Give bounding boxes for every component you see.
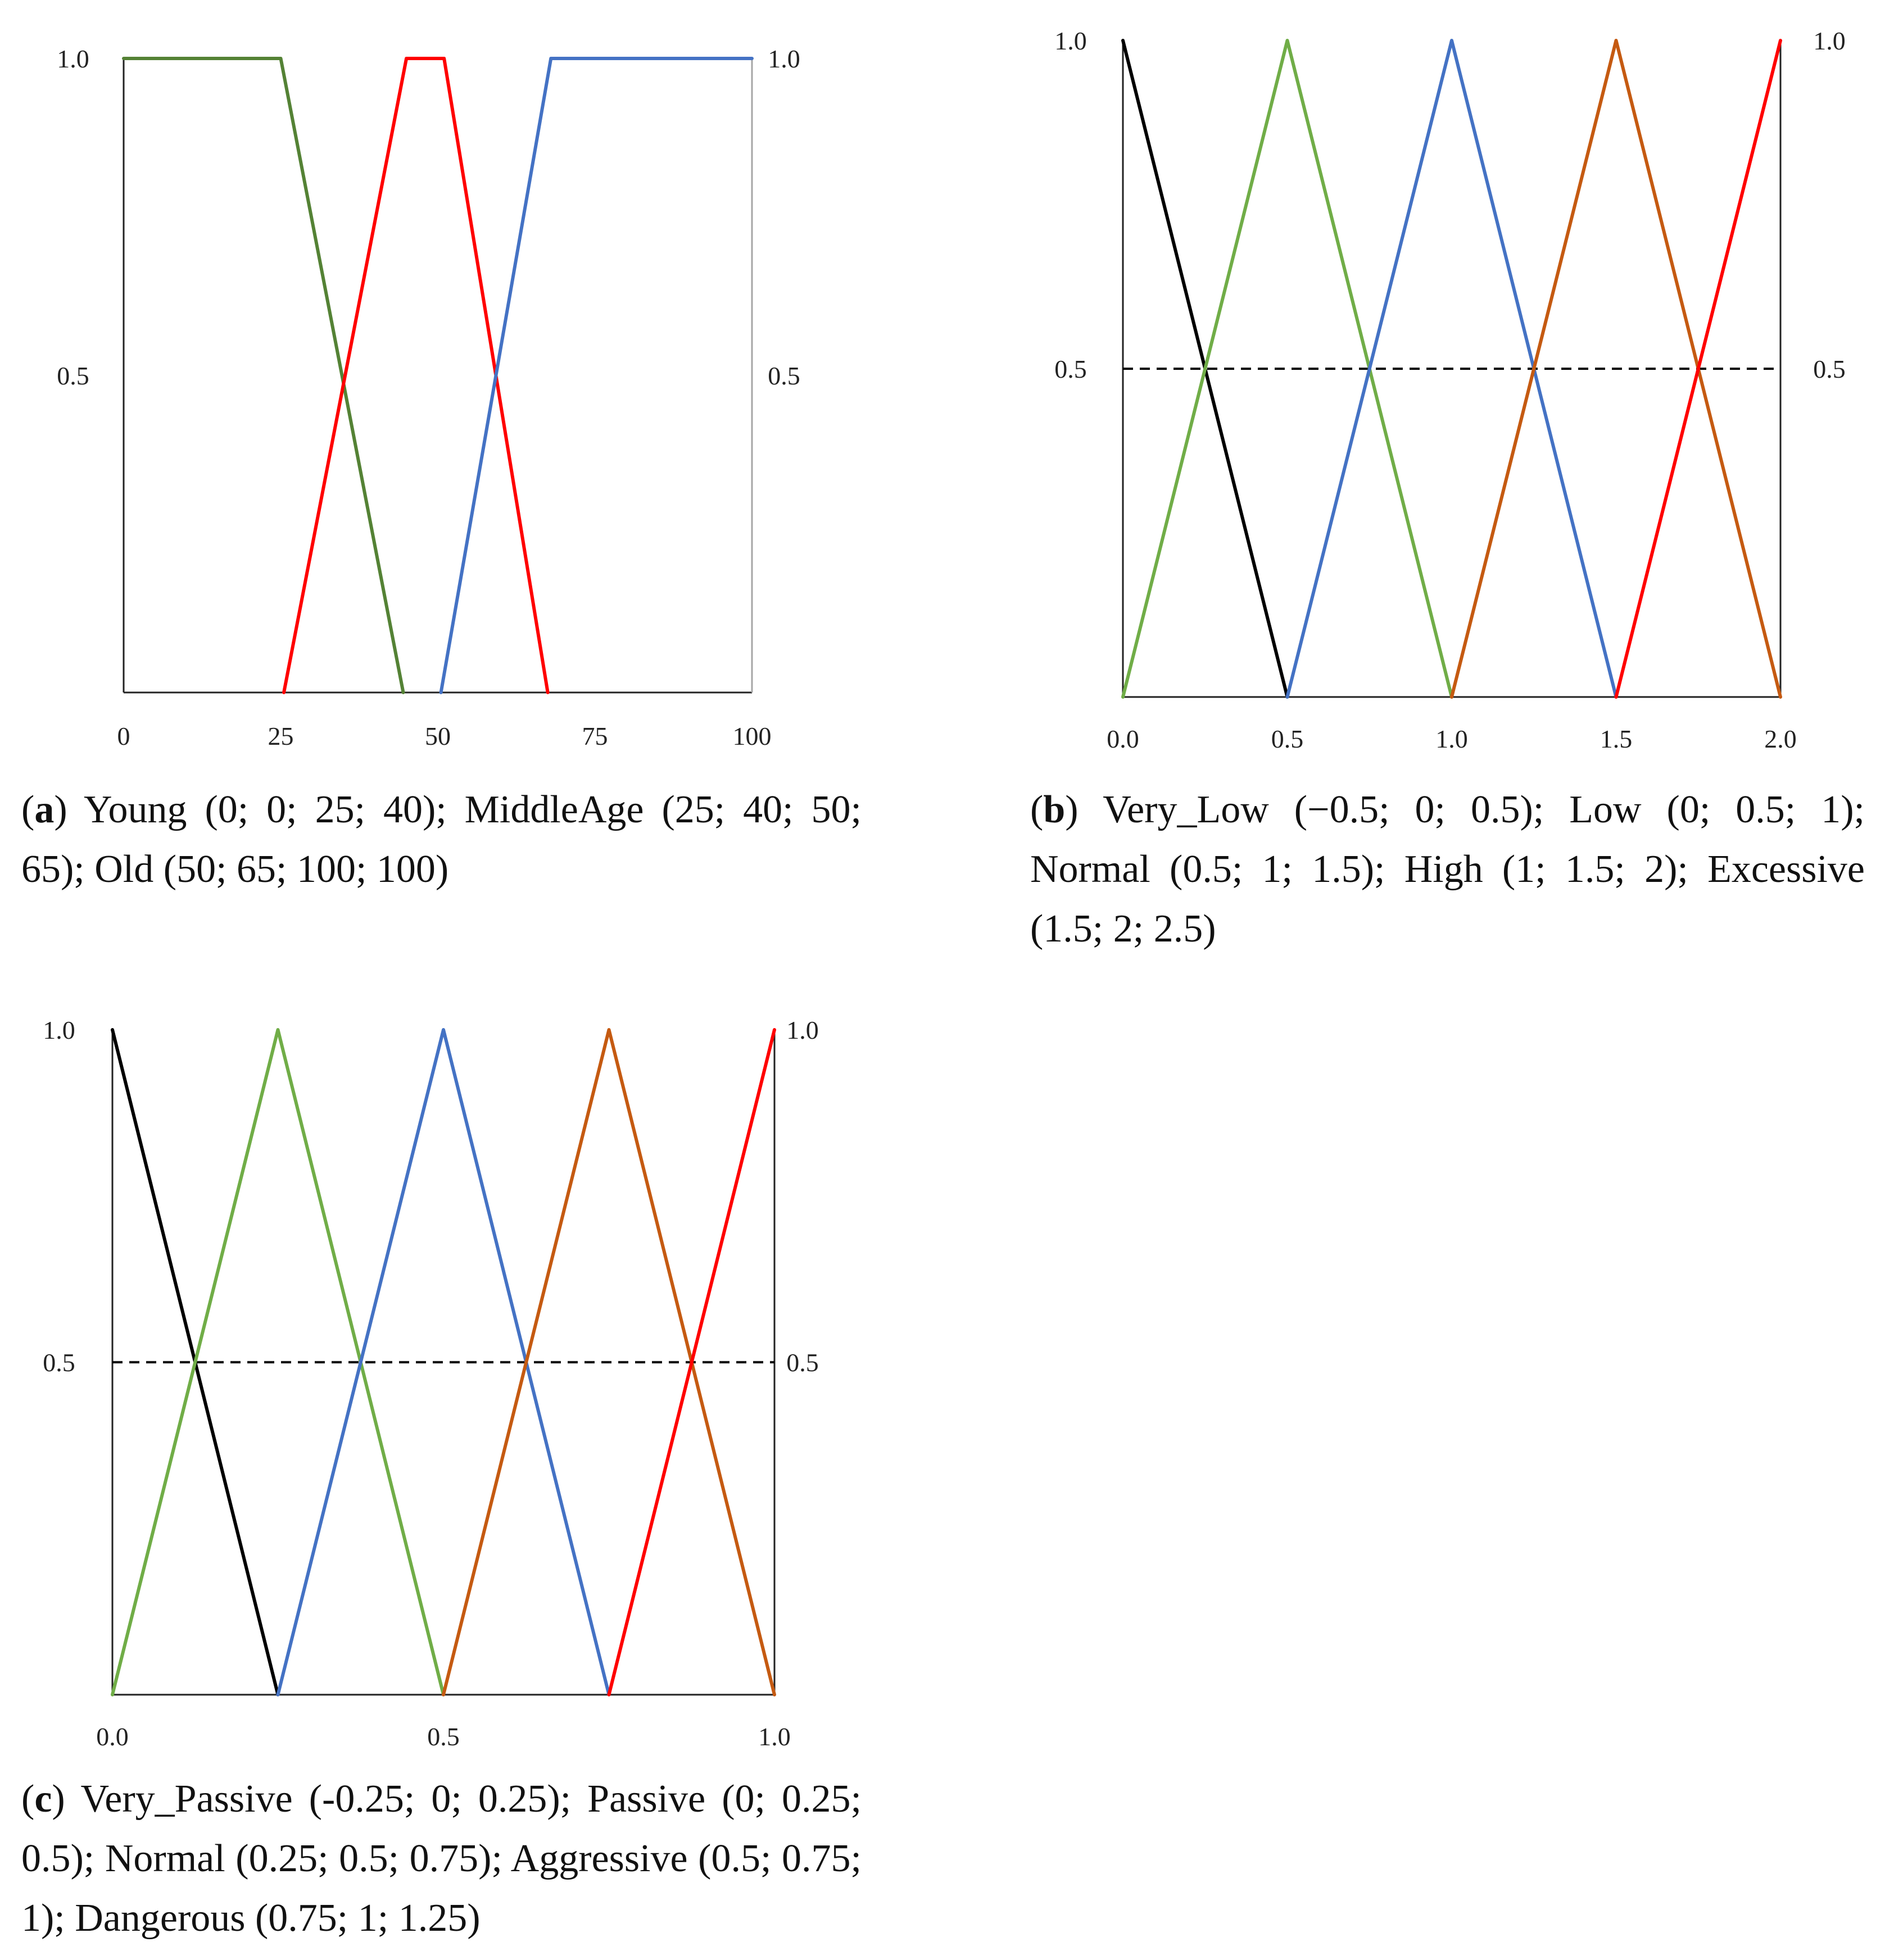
chart-b-membership-functions: 0.0 0.5 1.0 1.5 2.0 1.0 0.5 1.0 0.5 [1054,26,1846,753]
caption-a-letter: a [34,788,55,831]
x-tick-label: 1.0 [1435,725,1468,753]
series-line-normal [1285,39,1618,699]
chart-c-membership-functions: 0.0 0.5 1.0 1.0 0.5 1.0 0.5 [43,1016,819,1751]
x-tick-label: 0.0 [96,1722,129,1751]
x-tick-label: 0.5 [1271,725,1304,753]
caption-c-letter: c [34,1777,52,1821]
y-tick-label-left: 1.0 [57,44,89,73]
y-tick-label-left: 1.0 [43,1016,75,1044]
x-tick-label: 50 [425,722,451,750]
x-tick-label: 25 [268,722,294,750]
x-tick-label: 0.5 [427,1722,460,1751]
series-line-aggressive [442,1028,776,1696]
y-tick-label-left: 0.5 [1054,355,1087,383]
y-tick-label-left: 0.5 [43,1348,75,1377]
caption-c: (c) Very_Passive (-0.25; 0; 0.25); Passi… [21,1777,862,1940]
y-tick-label-left: 1.0 [1054,26,1087,55]
y-tick-label-right: 1.0 [1813,26,1846,55]
series-line-high [1450,39,1782,699]
caption-b-letter: b [1043,788,1066,831]
series-line-low [1121,39,1453,699]
caption-c-text: ) Very_Passive (-0.25; 0; 0.25); Passive… [21,1777,862,1940]
x-tick-label: 0.0 [1107,725,1139,753]
x-tick-label: 0 [117,722,130,750]
series-line-old [439,57,754,694]
series-line-dangerous [607,1028,776,1696]
x-tick-label: 100 [733,722,772,750]
caption-a-text: ) Young (0; 0; 25; 40); MiddleAge (25; 4… [21,788,862,891]
y-tick-label-right: 1.0 [768,44,800,73]
series-line-normal [276,1028,611,1696]
caption-b: (b) Very_Low (−0.5; 0; 0.5); Low (0; 0.5… [1030,788,1865,950]
caption-b-text: ) Very_Low (−0.5; 0; 0.5); Low (0; 0.5; … [1030,788,1865,950]
chart-a-membership-functions: 0 25 50 75 100 1.0 0.5 1.0 0.5 [57,44,800,750]
series-line-excessive [1614,39,1782,699]
y-tick-label-right: 0.5 [1813,355,1846,383]
caption-a: (a) Young (0; 0; 25; 40); MiddleAge (25;… [21,788,862,891]
y-tick-label-right: 0.5 [768,361,800,390]
series-line-young [122,57,405,694]
series-line-passive [111,1028,445,1696]
x-tick-label: 1.5 [1600,725,1633,753]
x-tick-label: 1.0 [758,1722,791,1751]
y-tick-label-left: 0.5 [57,361,89,390]
y-tick-label-right: 1.0 [786,1016,819,1044]
y-tick-label-right: 0.5 [786,1348,819,1377]
x-tick-label: 75 [582,722,608,750]
x-tick-label: 2.0 [1764,725,1797,753]
series-line-middleage [282,57,550,694]
